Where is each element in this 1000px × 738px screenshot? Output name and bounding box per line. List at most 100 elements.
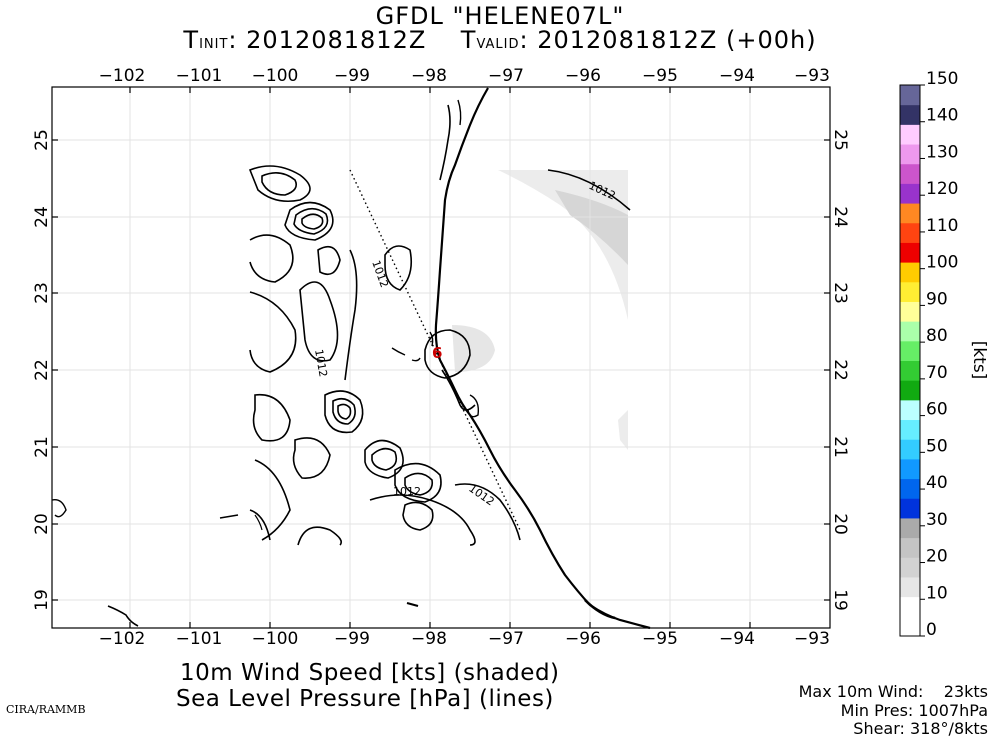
colorbar-segment [900, 478, 920, 499]
colorbar-segment [900, 419, 920, 440]
colorbar-segment [900, 537, 920, 558]
colorbar-unit-label: [kts] [969, 341, 989, 380]
map-title: GFDL "HELENE07L" [0, 2, 1000, 30]
storm-track [349, 169, 521, 531]
credit-label: CIRA/RAMMB [6, 703, 86, 716]
t-init-label: T [183, 26, 200, 54]
lon-label-top: −96 [565, 66, 601, 86]
lat-label-right: 24 [830, 206, 850, 228]
colorbar-segment [900, 439, 920, 460]
lon-label-bottom: −96 [565, 629, 601, 649]
colorbar-segment [900, 340, 920, 361]
lon-label-top: −97 [488, 66, 524, 86]
lat-label-right: 21 [830, 436, 850, 458]
colorbar-segment [900, 360, 920, 381]
t-valid-value: : 2012081812Z (+00h) [519, 26, 817, 54]
colorbar-segment [900, 281, 920, 302]
lon-label-top: −95 [642, 66, 678, 86]
lon-label-bottom: −99 [334, 629, 370, 649]
lon-label-bottom: −95 [642, 629, 678, 649]
colorbar-segment [900, 458, 920, 480]
lon-label-top: −93 [794, 66, 830, 86]
lon-label-bottom: −100 [252, 629, 299, 649]
model-name: GFDL "HELENE07L" [375, 2, 625, 30]
colorbar-level-label: 100 [926, 253, 958, 273]
colorbar-level-label: 70 [926, 363, 948, 383]
colorbar-level-label: 120 [926, 179, 958, 199]
lat-label-left: 20 [32, 513, 52, 535]
colorbar-segment [900, 380, 920, 401]
stat-max-wind-label: Max 10m Wind: [798, 682, 924, 701]
colorbar-level-label: 140 [926, 106, 958, 126]
colorbar-segment [900, 163, 920, 184]
colorbar-level-label: 50 [926, 436, 948, 456]
lon-label-bottom: −94 [719, 629, 755, 649]
stat-max-wind-value: 23kts [943, 682, 988, 701]
pressure-contours [248, 165, 631, 546]
lat-label-left: 25 [32, 129, 52, 151]
t-init-value: : 2012081812Z [228, 26, 427, 54]
colorbar-segment [900, 183, 920, 204]
lat-tick-labels: 19 20 21 22 23 24 25 19 20 21 22 23 24 2… [32, 129, 850, 611]
colorbar-labels: 0 10 20 30 40 50 60 70 80 90 100 110 120 130 140 150 [926, 69, 958, 640]
stat-max-wind: Max 10m Wind: 23kts [788, 663, 988, 701]
wind-shading [452, 170, 628, 450]
colorbar-segment [900, 104, 920, 125]
lon-label-bottom: −102 [99, 629, 146, 649]
colorbar-segment [900, 321, 920, 342]
t-valid-sub: VALID [476, 37, 520, 52]
lat-label-left: 19 [32, 589, 52, 611]
stat-shear: Shear: 318°/8kts [843, 700, 988, 738]
storm-center-marker: 6 [432, 344, 442, 362]
colorbar-level-label: 110 [926, 216, 958, 236]
stat-min-pres-value: 1007hPa [918, 701, 988, 720]
lon-label-top: −98 [411, 66, 447, 86]
colorbar-segment [900, 596, 920, 617]
wind-colorbar [899, 84, 925, 637]
stat-min-pres: Min Pres: 1007hPa [831, 682, 988, 720]
lon-label-bottom: −93 [794, 629, 830, 649]
colorbar-segment [900, 576, 920, 598]
colorbar-level-label: 20 [926, 547, 948, 567]
map-border [51, 86, 831, 629]
lat-label-right: 25 [830, 129, 850, 151]
lat-label-left: 21 [32, 436, 52, 458]
colorbar-level-label: 10 [926, 583, 948, 603]
colorbar-level-label: 130 [926, 142, 958, 162]
colorbar-segment [900, 517, 920, 539]
colorbar-level-label: 80 [926, 326, 948, 346]
map-figure: 1012 1012 1012 1012 1012 6 −102 −101 −10… [32, 66, 989, 649]
t-init-sub: INIT [199, 37, 229, 52]
colorbar-segment [900, 616, 920, 637]
lon-label-top: −102 [99, 66, 146, 86]
map-grid [52, 87, 830, 628]
colorbar-segment [900, 301, 920, 322]
t-valid-label: T [460, 26, 477, 54]
lat-label-left: 23 [32, 282, 52, 304]
caption-pressure: Sea Level Pressure [hPa] (lines) [176, 686, 554, 712]
lon-label-top: −101 [176, 66, 223, 86]
lon-label-top: −99 [334, 66, 370, 86]
colorbar-level-label: 90 [926, 289, 948, 309]
lon-tick-labels: −102 −101 −100 −99 −98 −97 −96 −95 −94 −… [99, 66, 830, 649]
colorbar-segment [900, 144, 920, 165]
stat-min-pres-label: Min Pres: [840, 701, 914, 720]
colorbar-segment [900, 399, 920, 421]
contour-label: 1012 [393, 485, 421, 498]
lon-label-top: −100 [252, 66, 299, 86]
colorbar-level-label: 60 [926, 400, 948, 420]
lon-label-bottom: −97 [488, 629, 524, 649]
caption-wind: 10m Wind Speed [kts] (shaded) [180, 660, 560, 686]
lat-label-right: 20 [830, 513, 850, 535]
axis-ticks [52, 87, 830, 628]
lat-label-left: 24 [32, 206, 52, 228]
colorbar-segment [900, 203, 920, 224]
colorbar-border [899, 84, 921, 637]
lon-label-bottom: −98 [411, 629, 447, 649]
time-line: TINIT: 2012081812Z TVALID: 2012081812Z (… [0, 26, 1000, 54]
coastline [51, 87, 651, 630]
lat-label-right: 22 [830, 359, 850, 381]
lon-label-top: −94 [719, 66, 755, 86]
colorbar-segment [900, 498, 920, 519]
lat-label-right: 23 [830, 282, 850, 304]
